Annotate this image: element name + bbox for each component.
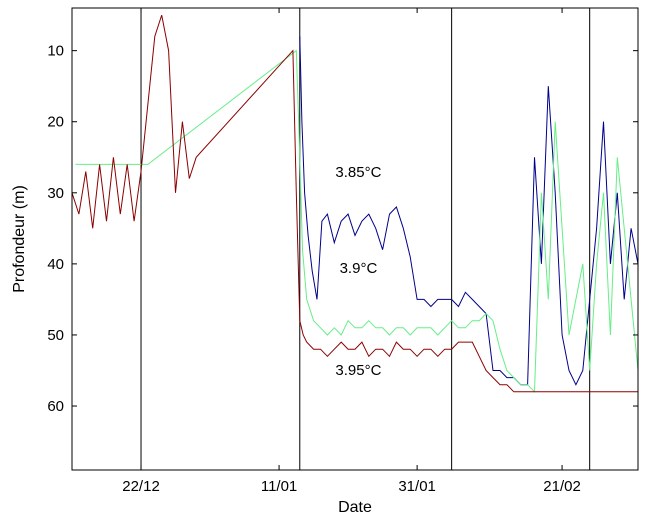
y-tick-label-20: 20: [47, 114, 64, 131]
series-line-2: [75, 49, 639, 393]
plot-frame: [71, 7, 639, 471]
x-tick-label-31/01: 31/01: [398, 478, 436, 495]
axes: 10 20 30 40 50 60 22/12 11/01 31/01 21/02: [47, 8, 638, 495]
plot-area: 3.85°C 3.9°C 3.95°C: [71, 8, 639, 470]
isotherm-annotation-3: 3.95°C: [335, 362, 381, 379]
y-tick-label-10: 10: [47, 43, 64, 60]
x-tick-label-21/02: 21/02: [543, 478, 581, 495]
x-axis-label: Date: [338, 499, 372, 516]
series-line-1: [299, 36, 639, 386]
isotherm-annotation-2: 3.9°C: [340, 260, 378, 277]
series-line-3: [71, 14, 638, 393]
isotherm-annotation-1: 3.85°C: [335, 164, 381, 181]
y-tick-label-50: 50: [47, 327, 64, 344]
y-axis-label: Profondeur (m): [11, 185, 28, 293]
x-tick-label-11/01: 11/01: [261, 478, 297, 495]
y-tick-label-60: 60: [47, 398, 64, 415]
y-tick-label-30: 30: [47, 185, 64, 202]
y-tick-label-40: 40: [47, 256, 64, 273]
x-tick-label-22/12: 22/12: [122, 478, 160, 495]
